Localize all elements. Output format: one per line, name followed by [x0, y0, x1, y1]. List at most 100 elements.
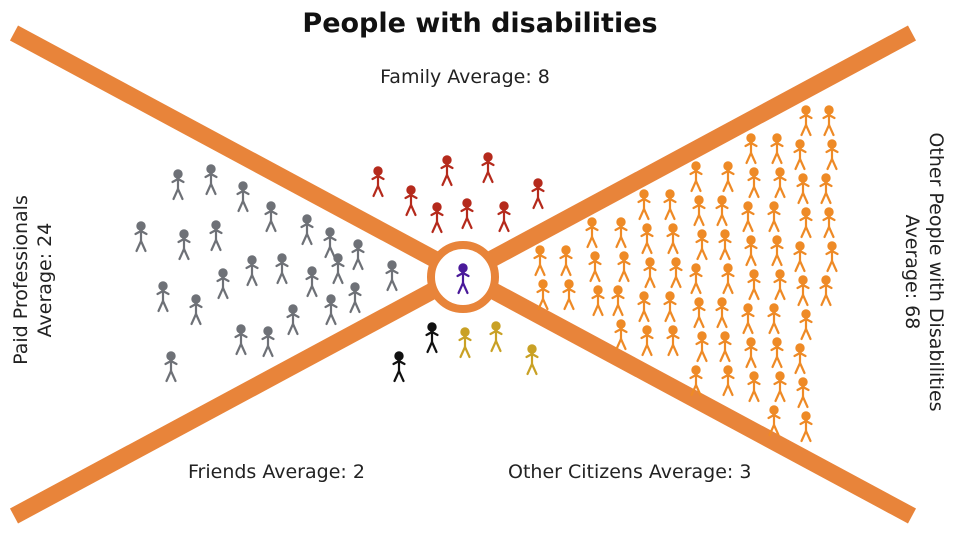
other-disabled-person-icon	[793, 139, 807, 171]
other-disabled-person-icon	[721, 365, 735, 397]
other-disabled-person-icon	[773, 371, 787, 403]
paid-professional-person-icon	[300, 214, 314, 246]
family-person-icon	[440, 155, 454, 187]
paid-professionals-label: Paid Professionals Average: 24	[9, 195, 57, 365]
other-disabled-person-icon	[770, 133, 784, 165]
others-label-line1: Other People with Disabilities	[925, 132, 947, 412]
paid-professional-person-icon	[305, 266, 319, 298]
other-disabled-person-icon	[614, 319, 628, 351]
paid-professional-person-icon	[156, 281, 170, 313]
other-disabled-person-icon	[692, 195, 706, 227]
others-label-line2: Average: 68	[901, 214, 923, 330]
other-disabled-person-icon	[825, 241, 839, 273]
paid-professional-person-icon	[331, 253, 345, 285]
family-label: Family Average: 8	[380, 66, 550, 88]
other-disabled-person-icon	[559, 245, 573, 277]
other-disabled-person-icon	[819, 275, 833, 307]
paid-professional-person-icon	[275, 253, 289, 285]
family-person-icon	[481, 152, 495, 184]
paid-label-line1: Paid Professionals	[10, 195, 32, 365]
paid-professional-person-icon	[189, 294, 203, 326]
other-disabled-person-icon	[562, 279, 576, 311]
other-disabled-person-icon	[663, 189, 677, 221]
paid-label-line2: Average: 24	[34, 222, 56, 338]
other-disabled-person-icon	[799, 411, 813, 443]
other-disabled-person-icon	[747, 371, 761, 403]
other-disabled-person-icon	[695, 331, 709, 363]
other-disabled-person-icon	[799, 105, 813, 137]
other-disabled-person-icon	[617, 251, 631, 283]
other-disabled-person-icon	[721, 263, 735, 295]
other-disabled-person-icon	[718, 331, 732, 363]
other-disabled-person-icon	[767, 201, 781, 233]
citizen-person-icon	[458, 327, 472, 359]
other-disabled-person-icon	[747, 269, 761, 301]
paid-professional-person-icon	[236, 181, 250, 213]
other-disabled-person-icon	[747, 167, 761, 199]
page-title: People with disabilities	[302, 8, 658, 39]
paid-professional-person-icon	[234, 324, 248, 356]
other-disabled-person-icon	[585, 217, 599, 249]
other-disabled-person-icon	[770, 235, 784, 267]
other-disabled-person-icon	[822, 105, 836, 137]
other-disabled-person-icon	[692, 297, 706, 329]
paid-professional-person-icon	[216, 268, 230, 300]
other-disabled-person-icon	[799, 309, 813, 341]
other-disabled-person-icon	[770, 337, 784, 369]
other-disabled-person-icon	[689, 263, 703, 295]
other-people-label: Other People with Disabilities Average: …	[900, 132, 948, 411]
paid-professional-person-icon	[323, 227, 337, 259]
other-disabled-person-icon	[666, 325, 680, 357]
family-person-icon	[404, 185, 418, 217]
other-disabled-person-icon	[793, 343, 807, 375]
other-disabled-person-icon	[689, 161, 703, 193]
friends-label: Friends Average: 2	[188, 461, 365, 483]
paid-professional-person-icon	[245, 255, 259, 287]
paid-professional-person-icon	[261, 326, 275, 358]
paid-professional-person-icon	[348, 282, 362, 314]
other-disabled-person-icon	[767, 303, 781, 335]
other-disabled-person-icon	[611, 285, 625, 317]
other-disabled-person-icon	[721, 161, 735, 193]
paid-professional-person-icon	[177, 229, 191, 261]
paid-professional-person-icon	[286, 304, 300, 336]
paid-professional-person-icon	[134, 221, 148, 253]
other-disabled-person-icon	[643, 257, 657, 289]
other-disabled-person-icon	[718, 229, 732, 261]
family-person-icon	[371, 166, 385, 198]
other-disabled-person-icon	[744, 337, 758, 369]
family-person-icon	[430, 202, 444, 234]
other-disabled-person-icon	[799, 207, 813, 239]
other-disabled-person-icon	[773, 167, 787, 199]
other-disabled-person-icon	[637, 291, 651, 323]
citizens-label: Other Citizens Average: 3	[508, 461, 752, 483]
other-disabled-person-icon	[793, 241, 807, 273]
family-person-icon	[531, 178, 545, 210]
paid-professional-person-icon	[385, 260, 399, 292]
other-disabled-person-icon	[640, 325, 654, 357]
family-person-icon	[497, 201, 511, 233]
other-disabled-person-icon	[640, 223, 654, 255]
friend-person-icon	[425, 322, 439, 354]
other-disabled-person-icon	[796, 377, 810, 409]
paid-professional-person-icon	[204, 164, 218, 196]
other-disabled-person-icon	[773, 269, 787, 301]
paid-professional-person-icon	[264, 201, 278, 233]
other-disabled-person-icon	[695, 229, 709, 261]
other-disabled-person-icon	[663, 291, 677, 323]
other-disabled-person-icon	[796, 275, 810, 307]
other-disabled-person-icon	[588, 251, 602, 283]
friend-person-icon	[392, 351, 406, 383]
other-disabled-person-icon	[715, 195, 729, 227]
family-person-icon	[460, 198, 474, 230]
paid-professional-person-icon	[164, 351, 178, 383]
paid-professional-person-icon	[171, 169, 185, 201]
other-disabled-person-icon	[614, 217, 628, 249]
other-disabled-person-icon	[825, 139, 839, 171]
other-disabled-person-icon	[741, 201, 755, 233]
paid-professional-person-icon	[209, 220, 223, 252]
paid-professional-person-icon	[324, 294, 338, 326]
other-disabled-person-icon	[741, 303, 755, 335]
other-disabled-person-icon	[819, 173, 833, 205]
